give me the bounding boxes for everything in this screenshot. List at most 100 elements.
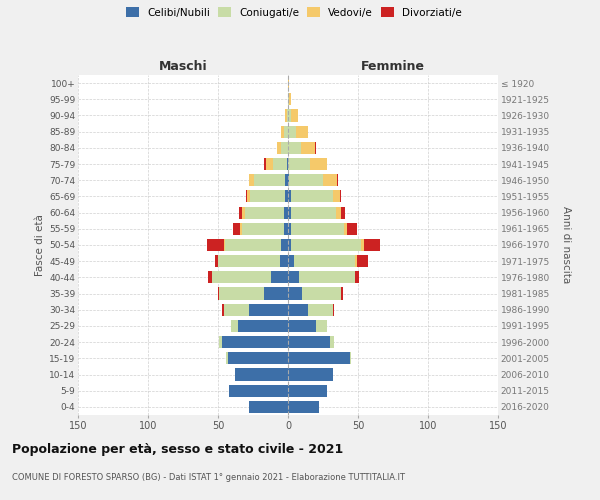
Bar xyxy=(288,368,333,380)
Bar xyxy=(229,384,288,397)
Bar xyxy=(356,255,368,268)
Bar xyxy=(245,206,284,218)
Bar xyxy=(289,174,323,186)
Bar xyxy=(207,239,224,251)
Bar xyxy=(344,222,347,235)
Bar xyxy=(288,126,296,138)
Bar xyxy=(287,158,288,170)
Bar xyxy=(285,190,288,202)
Bar xyxy=(288,222,291,235)
Bar xyxy=(361,239,364,251)
Bar xyxy=(291,206,335,218)
Bar xyxy=(291,222,344,235)
Bar xyxy=(242,206,245,218)
Bar xyxy=(355,255,356,268)
Bar xyxy=(291,110,298,122)
Bar xyxy=(281,239,288,251)
Bar xyxy=(281,142,288,154)
Bar xyxy=(288,384,327,397)
Bar xyxy=(241,222,242,235)
Bar xyxy=(264,158,266,170)
Bar xyxy=(224,239,225,251)
Bar xyxy=(288,142,301,154)
Bar xyxy=(316,320,327,332)
Bar xyxy=(239,206,242,218)
Bar xyxy=(337,174,338,186)
Bar xyxy=(280,255,288,268)
Bar xyxy=(220,288,264,300)
Bar xyxy=(347,222,356,235)
Bar xyxy=(293,255,355,268)
Text: Maschi: Maschi xyxy=(158,60,208,74)
Bar xyxy=(249,401,288,413)
Bar xyxy=(288,304,308,316)
Bar xyxy=(226,352,228,364)
Bar xyxy=(218,255,280,268)
Bar xyxy=(285,174,288,186)
Bar xyxy=(330,336,334,348)
Bar xyxy=(235,368,288,380)
Bar xyxy=(249,174,254,186)
Bar xyxy=(288,336,330,348)
Bar xyxy=(242,222,284,235)
Bar xyxy=(281,126,284,138)
Bar xyxy=(222,304,224,316)
Bar xyxy=(230,320,238,332)
Bar xyxy=(222,336,288,348)
Legend: Celibi/Nubili, Coniugati/e, Vedovi/e, Divorziati/e: Celibi/Nubili, Coniugati/e, Vedovi/e, Di… xyxy=(124,5,464,20)
Bar xyxy=(246,190,247,202)
Bar xyxy=(301,142,314,154)
Bar xyxy=(308,304,333,316)
Bar xyxy=(218,288,220,300)
Bar xyxy=(287,110,288,122)
Bar xyxy=(333,190,340,202)
Bar xyxy=(341,206,346,218)
Bar xyxy=(288,288,302,300)
Bar xyxy=(341,288,343,300)
Bar xyxy=(264,288,288,300)
Bar xyxy=(254,174,285,186)
Text: COMUNE DI FORESTO SPARSO (BG) - Dati ISTAT 1° gennaio 2021 - Elaborazione TUTTIT: COMUNE DI FORESTO SPARSO (BG) - Dati IST… xyxy=(12,472,405,482)
Bar xyxy=(340,190,341,202)
Bar xyxy=(288,110,291,122)
Bar xyxy=(296,126,308,138)
Bar xyxy=(284,222,288,235)
Bar xyxy=(238,320,288,332)
Bar xyxy=(288,352,350,364)
Bar xyxy=(288,206,291,218)
Bar xyxy=(288,239,291,251)
Bar xyxy=(288,93,289,106)
Bar xyxy=(224,304,249,316)
Bar xyxy=(272,158,287,170)
Text: Femmine: Femmine xyxy=(361,60,425,74)
Bar xyxy=(289,93,291,106)
Y-axis label: Fasce di età: Fasce di età xyxy=(35,214,45,276)
Text: Popolazione per età, sesso e stato civile - 2021: Popolazione per età, sesso e stato civil… xyxy=(12,442,343,456)
Bar xyxy=(220,336,222,348)
Bar xyxy=(288,255,293,268)
Bar xyxy=(284,206,288,218)
Bar xyxy=(247,190,250,202)
Bar xyxy=(288,401,319,413)
Bar xyxy=(310,158,327,170)
Bar xyxy=(228,352,288,364)
Bar xyxy=(302,288,341,300)
Bar xyxy=(215,255,218,268)
Bar xyxy=(250,190,285,202)
Bar xyxy=(288,77,289,89)
Bar xyxy=(285,110,287,122)
Bar xyxy=(355,272,359,283)
Bar xyxy=(288,320,316,332)
Bar xyxy=(314,142,316,154)
Bar xyxy=(350,352,351,364)
Bar xyxy=(208,272,212,283)
Bar xyxy=(288,174,289,186)
Bar xyxy=(233,222,241,235)
Bar xyxy=(225,239,281,251)
Bar xyxy=(288,272,299,283)
Bar xyxy=(266,158,272,170)
Bar xyxy=(249,304,288,316)
Bar xyxy=(277,142,281,154)
Bar xyxy=(271,272,288,283)
Bar xyxy=(364,239,380,251)
